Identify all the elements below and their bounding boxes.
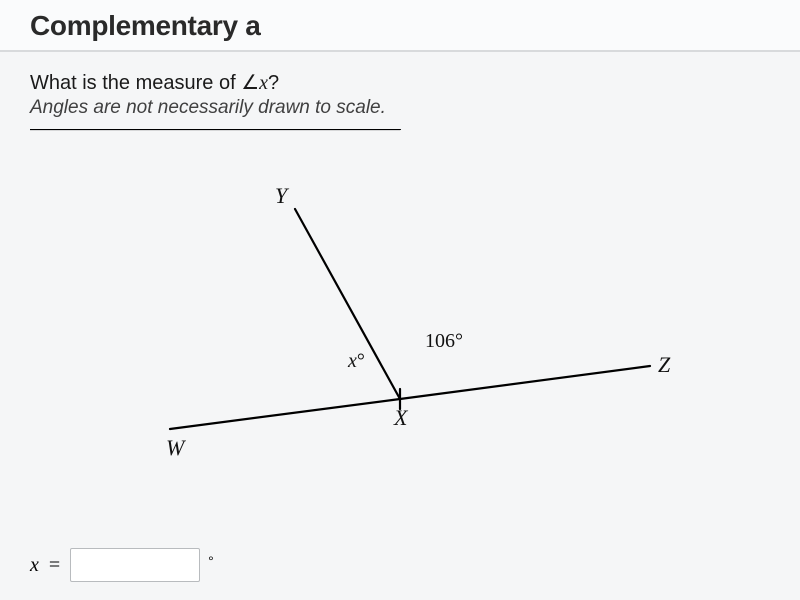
label-X: X — [393, 405, 409, 430]
angle-106-label: 106° — [425, 330, 463, 352]
answer-input[interactable] — [70, 548, 200, 582]
label-Y: Y — [275, 183, 290, 208]
label-Z: Z — [658, 352, 671, 377]
question-prompt: What is the measure of ∠x? — [30, 70, 770, 95]
label-W: W — [166, 435, 186, 459]
section-title: Complementary a — [30, 10, 260, 41]
section-header: Complementary a — [0, 0, 800, 52]
angle-symbol: ∠ — [241, 72, 259, 94]
figure: x° 106° W X Y Z — [30, 129, 770, 459]
ray-XZ — [400, 366, 650, 399]
answer-variable: x — [30, 554, 39, 577]
content-area: What is the measure of ∠x? Angles are no… — [0, 52, 800, 459]
question-variable: x — [259, 72, 268, 94]
ray-XW — [170, 399, 400, 429]
question-subnote: Angles are not necessarily drawn to scal… — [30, 97, 770, 119]
angle-diagram: x° 106° W X Y Z — [30, 129, 770, 459]
angle-x-label: x° — [347, 350, 365, 372]
answer-equals: = — [49, 554, 60, 577]
answer-row: x = ° — [30, 548, 216, 582]
degree-symbol: ° — [208, 553, 214, 569]
